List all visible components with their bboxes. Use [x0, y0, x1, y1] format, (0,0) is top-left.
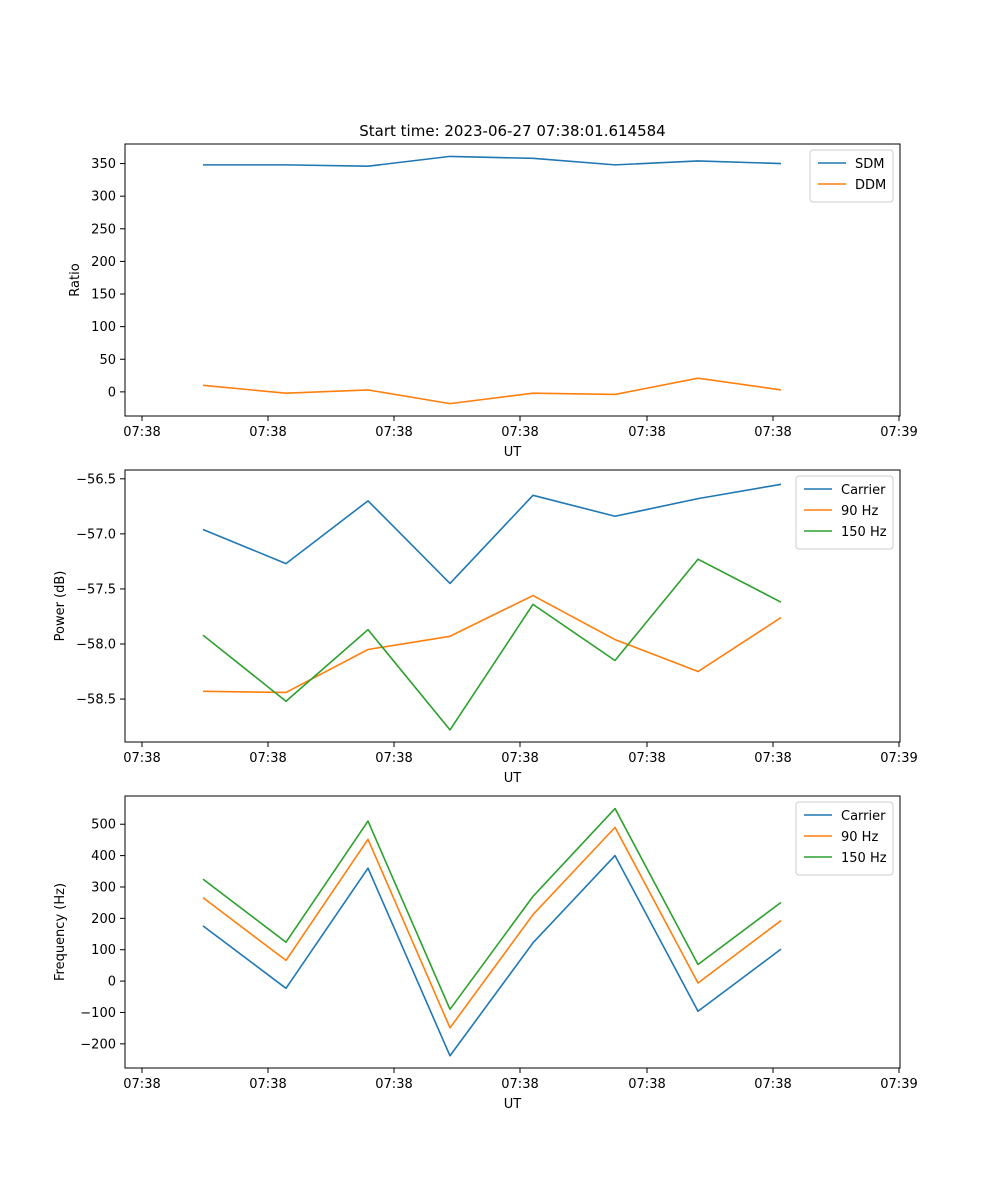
x-tick-label: 07:38	[501, 751, 538, 766]
y-tick-label: −200	[80, 1037, 116, 1052]
legend: Carrier 90 Hz 150 Hz	[795, 801, 894, 876]
axes-frame	[124, 469, 901, 743]
series-line-carrier	[202, 483, 782, 585]
x-tick-label: 07:38	[375, 425, 412, 440]
x-tick-label: 07:38	[628, 751, 665, 766]
x-axis-label: UT	[504, 771, 522, 786]
legend-label: 90 Hz	[841, 504, 878, 519]
x-tick-label: 07:38	[628, 1077, 665, 1092]
y-tick-label: 200	[91, 255, 116, 270]
x-tick-label: 07:38	[754, 1077, 791, 1092]
x-tick-label: 07:39	[880, 751, 917, 766]
x-tick-label: 07:38	[249, 751, 286, 766]
x-tick-label: 07:38	[123, 425, 160, 440]
x-tick-label: 07:38	[249, 425, 286, 440]
x-tick-label: 07:38	[375, 1077, 412, 1092]
legend-label: 90 Hz	[841, 830, 878, 845]
y-tick-label: −56.5	[76, 472, 116, 487]
series-line-150-hz	[202, 807, 782, 1011]
y-tick-label: 500	[91, 818, 116, 833]
y-tick-label: −58.0	[76, 637, 116, 652]
y-tick-label: 100	[91, 943, 116, 958]
x-tick-label: 07:39	[880, 1077, 917, 1092]
legend-label: SDM	[855, 157, 884, 172]
y-tick-label: 0	[108, 975, 116, 990]
x-tick-label: 07:38	[754, 425, 791, 440]
series-line-150-hz	[202, 558, 782, 731]
y-tick-label: −58.5	[76, 693, 116, 708]
series-line-sdm	[203, 155, 782, 167]
y-axis-label: Frequency (Hz)	[53, 883, 68, 981]
series-line-carrier	[202, 854, 782, 1057]
legend-label: 150 Hz	[841, 851, 887, 866]
x-tick-label: 07:38	[375, 751, 412, 766]
legend-label: 150 Hz	[841, 525, 887, 540]
y-tick-label: 0	[108, 385, 116, 400]
x-tick-label: 07:39	[880, 425, 917, 440]
y-tick-label: 300	[91, 190, 116, 205]
series-line-90-hz	[202, 826, 782, 1029]
x-axis-label: UT	[504, 445, 522, 460]
chart-panel-1: 07:38 07:38 07:38 07:38 07:38 07:38 07:39 0 50 10…	[68, 143, 918, 460]
axes-frame	[124, 795, 901, 1069]
legend: SDM DDM	[809, 149, 894, 203]
y-tick-label: −100	[80, 1006, 116, 1021]
y-tick-label: 100	[91, 320, 116, 335]
x-tick-label: 07:38	[754, 751, 791, 766]
y-tick-label: 300	[91, 880, 116, 895]
y-tick-label: 150	[91, 288, 116, 303]
y-axis-label: Ratio	[68, 263, 83, 296]
y-tick-label: 400	[91, 849, 116, 864]
x-tick-label: 07:38	[628, 425, 665, 440]
y-tick-label: −57.0	[76, 527, 116, 542]
x-axis-label: UT	[504, 1097, 522, 1112]
series-line-90-hz	[202, 594, 782, 694]
axes-frame	[124, 143, 901, 417]
x-tick-label: 07:38	[123, 751, 160, 766]
figure-title: Start time: 2023-06-27 07:38:01.614584	[359, 122, 665, 140]
y-tick-label: −57.5	[76, 582, 116, 597]
y-tick-label: 50	[99, 353, 116, 368]
legend-label: DDM	[855, 178, 886, 193]
x-tick-label: 07:38	[501, 1077, 538, 1092]
x-tick-label: 07:38	[501, 425, 538, 440]
legend: Carrier 90 Hz 150 Hz	[795, 475, 894, 550]
chart-panel-3: 07:38 07:38 07:38 07:38 07:38 07:38 07:39 −200 −…	[53, 795, 918, 1112]
x-tick-label: 07:38	[249, 1077, 286, 1092]
series-line-ddm	[202, 377, 782, 405]
legend-label: Carrier	[841, 809, 886, 824]
chart-panel-2: 07:38 07:38 07:38 07:38 07:38 07:38 07:39 −58.5…	[53, 469, 918, 786]
y-tick-label: 250	[91, 222, 116, 237]
y-tick-label: 200	[91, 912, 116, 927]
y-axis-label: Power (dB)	[53, 571, 68, 642]
legend-label: Carrier	[841, 483, 886, 498]
y-tick-label: 350	[91, 157, 116, 172]
x-tick-label: 07:38	[123, 1077, 160, 1092]
